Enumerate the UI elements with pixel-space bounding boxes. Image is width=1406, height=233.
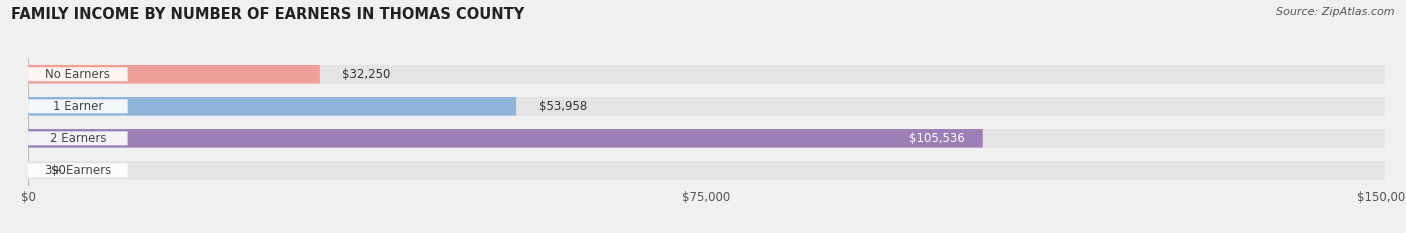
FancyBboxPatch shape bbox=[28, 99, 128, 113]
FancyBboxPatch shape bbox=[28, 131, 128, 145]
Text: FAMILY INCOME BY NUMBER OF EARNERS IN THOMAS COUNTY: FAMILY INCOME BY NUMBER OF EARNERS IN TH… bbox=[11, 7, 524, 22]
FancyBboxPatch shape bbox=[28, 97, 516, 116]
FancyBboxPatch shape bbox=[28, 163, 128, 177]
Text: $105,536: $105,536 bbox=[908, 132, 965, 145]
FancyBboxPatch shape bbox=[28, 129, 1385, 148]
Text: $53,958: $53,958 bbox=[538, 100, 588, 113]
Text: $0: $0 bbox=[51, 164, 66, 177]
FancyBboxPatch shape bbox=[28, 67, 128, 81]
FancyBboxPatch shape bbox=[28, 65, 319, 84]
Text: 3+ Earners: 3+ Earners bbox=[45, 164, 111, 177]
Text: Source: ZipAtlas.com: Source: ZipAtlas.com bbox=[1277, 7, 1395, 17]
FancyBboxPatch shape bbox=[28, 65, 1385, 84]
Text: No Earners: No Earners bbox=[45, 68, 110, 81]
FancyBboxPatch shape bbox=[28, 161, 1385, 180]
Text: $32,250: $32,250 bbox=[343, 68, 391, 81]
FancyBboxPatch shape bbox=[28, 129, 983, 148]
Text: 1 Earner: 1 Earner bbox=[52, 100, 103, 113]
Text: 2 Earners: 2 Earners bbox=[49, 132, 105, 145]
FancyBboxPatch shape bbox=[28, 97, 1385, 116]
